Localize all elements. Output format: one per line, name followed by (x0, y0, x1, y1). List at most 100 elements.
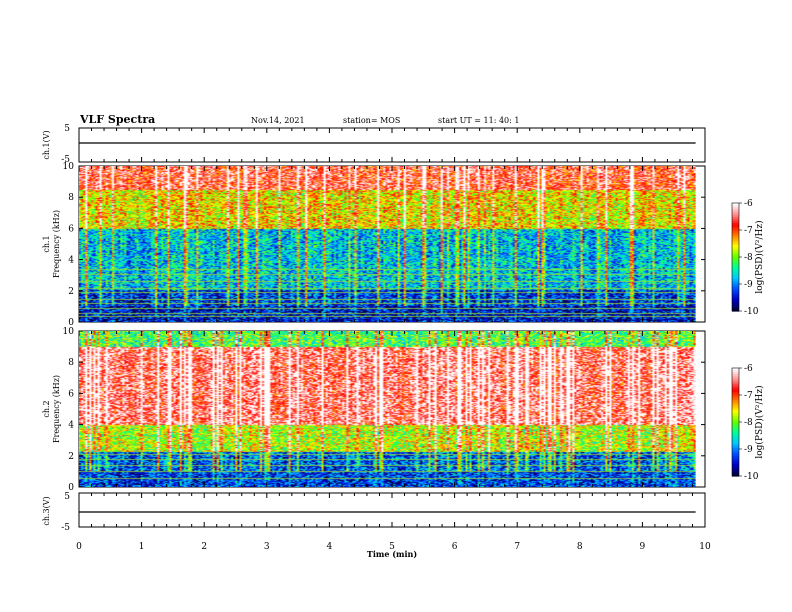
ch1-colorbar-segment (732, 217, 739, 220)
ch2-colorbar-segment (732, 380, 739, 383)
ch1-colorbar-segment (732, 223, 739, 226)
ch2-colorbar-segment (732, 386, 739, 389)
ch2-colorbar-segment (732, 416, 739, 419)
ch2-colorbar-segment (732, 404, 739, 407)
x-tick-label: 2 (201, 542, 207, 552)
ch2-spectrogram-panel: ch.2 Frequency (kHz) 0 2 4 6 8 10 (42, 327, 706, 493)
ch1-colorbar-segment (732, 263, 739, 266)
ch1-colorbar-segment (732, 233, 739, 236)
ch1-colorbar-segment (732, 237, 739, 240)
ch1-colorbar-segment (732, 309, 739, 312)
ch1-colorbar-segment (732, 301, 739, 304)
x-tick-label: 6 (452, 542, 458, 552)
ch1-colorbar-label: log(PSD)(V²/Hz) (754, 220, 765, 293)
x-tick-label: 7 (514, 542, 520, 552)
ch2-spectrogram-ytick-label: 0 (68, 483, 74, 493)
ch2-colorbar-tick-label: -9 (744, 445, 753, 455)
ch1-colorbar-segment (732, 295, 739, 298)
ch1-colorbar-segment (732, 281, 739, 284)
ch2-colorbar-segment (732, 466, 739, 469)
ch2-colorbar-tick-label: -7 (744, 391, 753, 401)
start-time-label: start UT = 11: 40: 1 (438, 116, 519, 125)
ch2-spectrogram-image (79, 331, 696, 487)
ch1-spectrogram-ytick-label: 8 (68, 193, 74, 203)
ch1-spectrogram-panel: ch.1 Frequency (kHz) 0 2 4 6 8 10 (42, 162, 706, 328)
ch2-colorbar-segment (732, 422, 739, 425)
ch2-colorbar-segment (732, 468, 739, 471)
ch1-colorbar-segment (732, 287, 739, 290)
ch1-colorbar-segment (732, 269, 739, 272)
ch1-colorbar-segment (732, 273, 739, 276)
ch1-colorbar-segment (732, 209, 739, 212)
ch1-colorbar-segment (732, 205, 739, 208)
ch2-label: ch.2 (42, 400, 51, 417)
ch2-colorbar-segment (732, 434, 739, 437)
x-tick-label: 10 (699, 542, 711, 552)
ch1-colorbar-tick-label: -7 (744, 226, 753, 236)
ch2-colorbar-segment (732, 432, 739, 435)
ch2-colorbar-segment (732, 460, 739, 463)
ch2-colorbar-tick-label: -6 (744, 364, 753, 374)
ch2-colorbar-tick-label: -10 (744, 472, 759, 482)
ch2-colorbar-segment (732, 390, 739, 393)
ch1-colorbar-tick-label: -9 (744, 280, 753, 290)
ch1-colorbar: -6 -7 -8 -9 -10 log(PSD)(V²/Hz) (731, 199, 765, 317)
ch1-colorbar-segment (732, 305, 739, 308)
ch2-spectrogram-ytick-label: 2 (68, 452, 74, 462)
ch2-colorbar-segment (732, 406, 739, 409)
date-label: Nov.14, 2021 (251, 116, 305, 125)
ch1-colorbar-segment (732, 259, 739, 262)
x-tick-label: 0 (76, 542, 82, 552)
ch2-colorbar-segment (732, 462, 739, 465)
ch1-colorbar-segment (732, 245, 739, 248)
ch1-colorbar-segment (732, 293, 739, 296)
x-tick-label: 3 (264, 542, 270, 552)
ch1-colorbar-segment (732, 211, 739, 214)
ch1-colorbar-segment (732, 243, 739, 246)
ch2-colorbar: -6 -7 -8 -9 -10 log(PSD)(V²/Hz) (731, 364, 765, 482)
ch2-colorbar-segment (732, 372, 739, 375)
ch1-colorbar-segment (732, 239, 739, 242)
ch2-colorbar-segment (732, 472, 739, 475)
ch1-colorbar-segment (732, 303, 739, 306)
ch2-colorbar-segment (732, 444, 739, 447)
ch1-colorbar-segment (732, 207, 739, 210)
ch1-colorbar-segment (732, 277, 739, 280)
ch2-colorbar-segment (732, 384, 739, 387)
x-tick-label: 4 (327, 542, 333, 552)
time-axis-label: Time (min) (367, 549, 417, 559)
station-label: station= MOS (343, 116, 400, 125)
ch2-colorbar-segment (732, 464, 739, 467)
ch1-colorbar-tick-label: -8 (744, 253, 753, 263)
ch1-colorbar-segment (732, 227, 739, 230)
ch2-colorbar-label: log(PSD)(V²/Hz) (754, 385, 765, 458)
ch2-spectrogram-ytick-label: 10 (63, 327, 75, 337)
ch1-colorbar-segment (732, 213, 739, 216)
ch1-ytick-bottom: -5 (61, 155, 70, 165)
ch1-colorbar-segment (732, 279, 739, 282)
ch1-colorbar-segment (732, 235, 739, 238)
ch1-colorbar-segment (732, 285, 739, 288)
ch1-spectrogram-ytick-label: 2 (68, 287, 74, 297)
ch1-colorbar-segment (732, 225, 739, 228)
ch2-colorbar-segment (732, 470, 739, 473)
ch3-waveform-frame (78, 492, 706, 528)
ch1-ytick-top: 5 (64, 124, 70, 134)
ch1-spectrogram-ytick-label: 10 (63, 162, 75, 172)
ch1-spectrogram-image (79, 166, 696, 322)
ch2-colorbar-segment (732, 430, 739, 433)
ch2-colorbar-segment (732, 452, 739, 455)
ch2-colorbar-segment (732, 394, 739, 397)
ch2-colorbar-segment (732, 370, 739, 373)
ch2-colorbar-tick-label: -8 (744, 418, 753, 428)
ch2-colorbar-segment (732, 448, 739, 451)
ch1-colorbar-segment (732, 203, 739, 206)
ch2-colorbar-segment (732, 402, 739, 405)
ch2-colorbar-segment (732, 426, 739, 429)
ch2-colorbar-segment (732, 454, 739, 457)
ch1-colorbar-segment (732, 297, 739, 300)
ch1-colorbar-segment (732, 231, 739, 234)
ch2-spectrogram-ytick-label: 4 (68, 421, 74, 431)
ch3-ytick-top: 5 (64, 492, 70, 502)
